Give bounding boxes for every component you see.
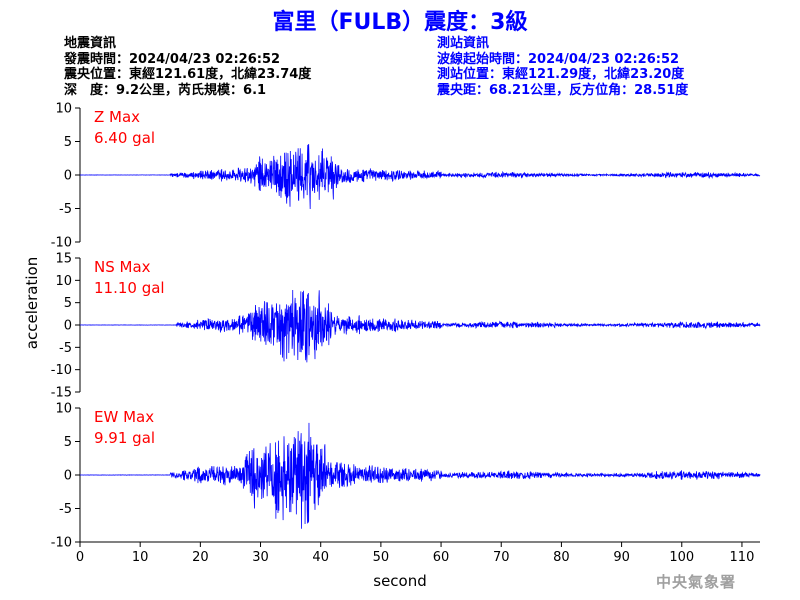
y-tick-label: -15	[51, 386, 72, 401]
max-label: EW Max	[94, 408, 154, 426]
max-value: 11.10 gal	[94, 279, 165, 297]
y-tick-label: -10	[51, 236, 72, 251]
max-label: NS Max	[94, 258, 151, 276]
panel-z: 10 5 0 -5 -10 Z Max 6.40 gal	[51, 102, 761, 251]
waveform-start-time: 波線起始時間：2024/04/23 02:26:52	[437, 51, 680, 67]
x-tick-label: 30	[252, 550, 269, 565]
x-tick-label: 10	[132, 550, 149, 565]
y-tick-label: -10	[51, 363, 72, 378]
waveform-ns	[79, 290, 761, 363]
y-tick-label: 15	[55, 252, 72, 267]
depth-magnitude: 深 度：9.2公里，芮氏規模：6.1	[64, 82, 267, 98]
x-tick-label: 20	[192, 550, 209, 565]
x-tick-label: 90	[613, 550, 630, 565]
station-info-heading: 測站資訊	[437, 36, 490, 51]
waveform-ew	[79, 422, 761, 529]
max-value: 9.91 gal	[94, 429, 155, 447]
y-tick-label: 10	[55, 402, 72, 417]
y-tick-label: -10	[51, 536, 72, 551]
x-axis-label: second	[373, 572, 427, 590]
x-tick-label: 40	[312, 550, 329, 565]
station-location: 測站位置：東經121.29度，北緯23.20度	[437, 67, 685, 82]
earthquake-info-heading: 地震資訊	[64, 36, 117, 51]
y-tick-label: 0	[64, 169, 72, 184]
panel-ew: 10 5 0 -5 -10 EW Max 9.91 gal	[51, 402, 761, 551]
station-info: 測站資訊 波線起始時間：2024/04/23 02:26:52 測站位置：東經1…	[437, 36, 688, 98]
y-tick-label: 0	[64, 469, 72, 484]
y-tick-label: 0	[64, 319, 72, 334]
chart-title: 富里（FULB）震度：3級	[272, 10, 528, 35]
x-tick-label: 0	[76, 550, 84, 565]
y-tick-label: -5	[59, 341, 72, 356]
waveform-z	[79, 144, 761, 210]
y-tick-label: -5	[59, 502, 72, 517]
panel-ns: 15 10 5 0 -5 -10 -15 NS Max 11.10 gal	[51, 252, 761, 401]
y-axis-label: acceleration	[23, 257, 41, 349]
epicenter-location: 震央位置：東經121.61度，北緯23.74度	[64, 67, 312, 82]
y-tick-label: 5	[64, 135, 72, 150]
y-tick-label: 5	[64, 435, 72, 450]
earthquake-info: 地震資訊 發震時間：2024/04/23 02:26:52 震央位置：東經121…	[64, 36, 311, 98]
max-value: 6.40 gal	[94, 129, 155, 147]
y-tick-label: 10	[55, 102, 72, 117]
x-tick-label: 110	[730, 550, 755, 565]
y-tick-label: 10	[55, 274, 72, 289]
y-tick-label: 5	[64, 296, 72, 311]
x-tick-label: 100	[669, 550, 694, 565]
max-label: Z Max	[94, 108, 140, 126]
agency-watermark: 中央氣象署	[656, 573, 737, 591]
x-tick-label: 50	[373, 550, 390, 565]
x-tick-label: 60	[433, 550, 450, 565]
y-tick-label: -5	[59, 202, 72, 217]
x-tick-label: 70	[493, 550, 510, 565]
x-tick-label: 80	[553, 550, 570, 565]
distance-azimuth: 震央距：68.21公里，反方位角：28.51度	[437, 82, 689, 98]
origin-time: 發震時間：2024/04/23 02:26:52	[64, 51, 281, 67]
